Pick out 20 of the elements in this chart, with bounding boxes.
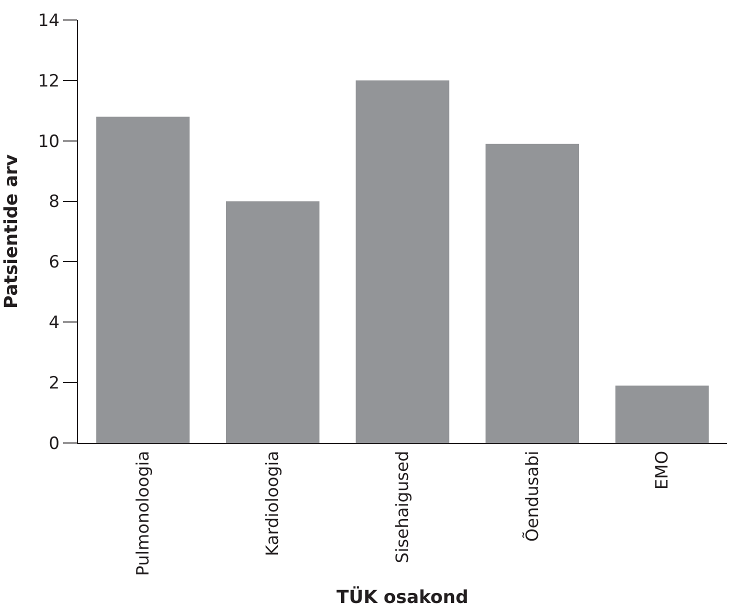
bar — [226, 201, 320, 443]
x-tick-label: Pulmonoloogia — [133, 450, 154, 576]
y-tick-label: 0 — [48, 434, 60, 454]
y-tick-label: 14 — [38, 10, 60, 31]
y-tick-label: 12 — [38, 71, 60, 92]
x-tick-label: EMO — [652, 450, 673, 490]
y-tick-label: 4 — [48, 313, 60, 334]
x-tick-label: Kardioloogia — [263, 450, 284, 556]
y-tick-label: 2 — [48, 374, 60, 394]
x-tick-label: Õendusabi — [522, 450, 543, 542]
bar — [486, 144, 580, 443]
y-tick-label: 8 — [48, 192, 60, 212]
bar — [615, 386, 709, 443]
x-tick-label: Sisehaigused — [393, 450, 414, 564]
bar — [96, 116, 190, 443]
x-axis-title: TÜK osakond — [336, 586, 468, 608]
y-tick-label: 10 — [38, 132, 60, 152]
bar — [356, 80, 450, 443]
y-axis-title: Patsientide arv — [1, 154, 22, 309]
y-tick-label: 6 — [48, 252, 60, 273]
